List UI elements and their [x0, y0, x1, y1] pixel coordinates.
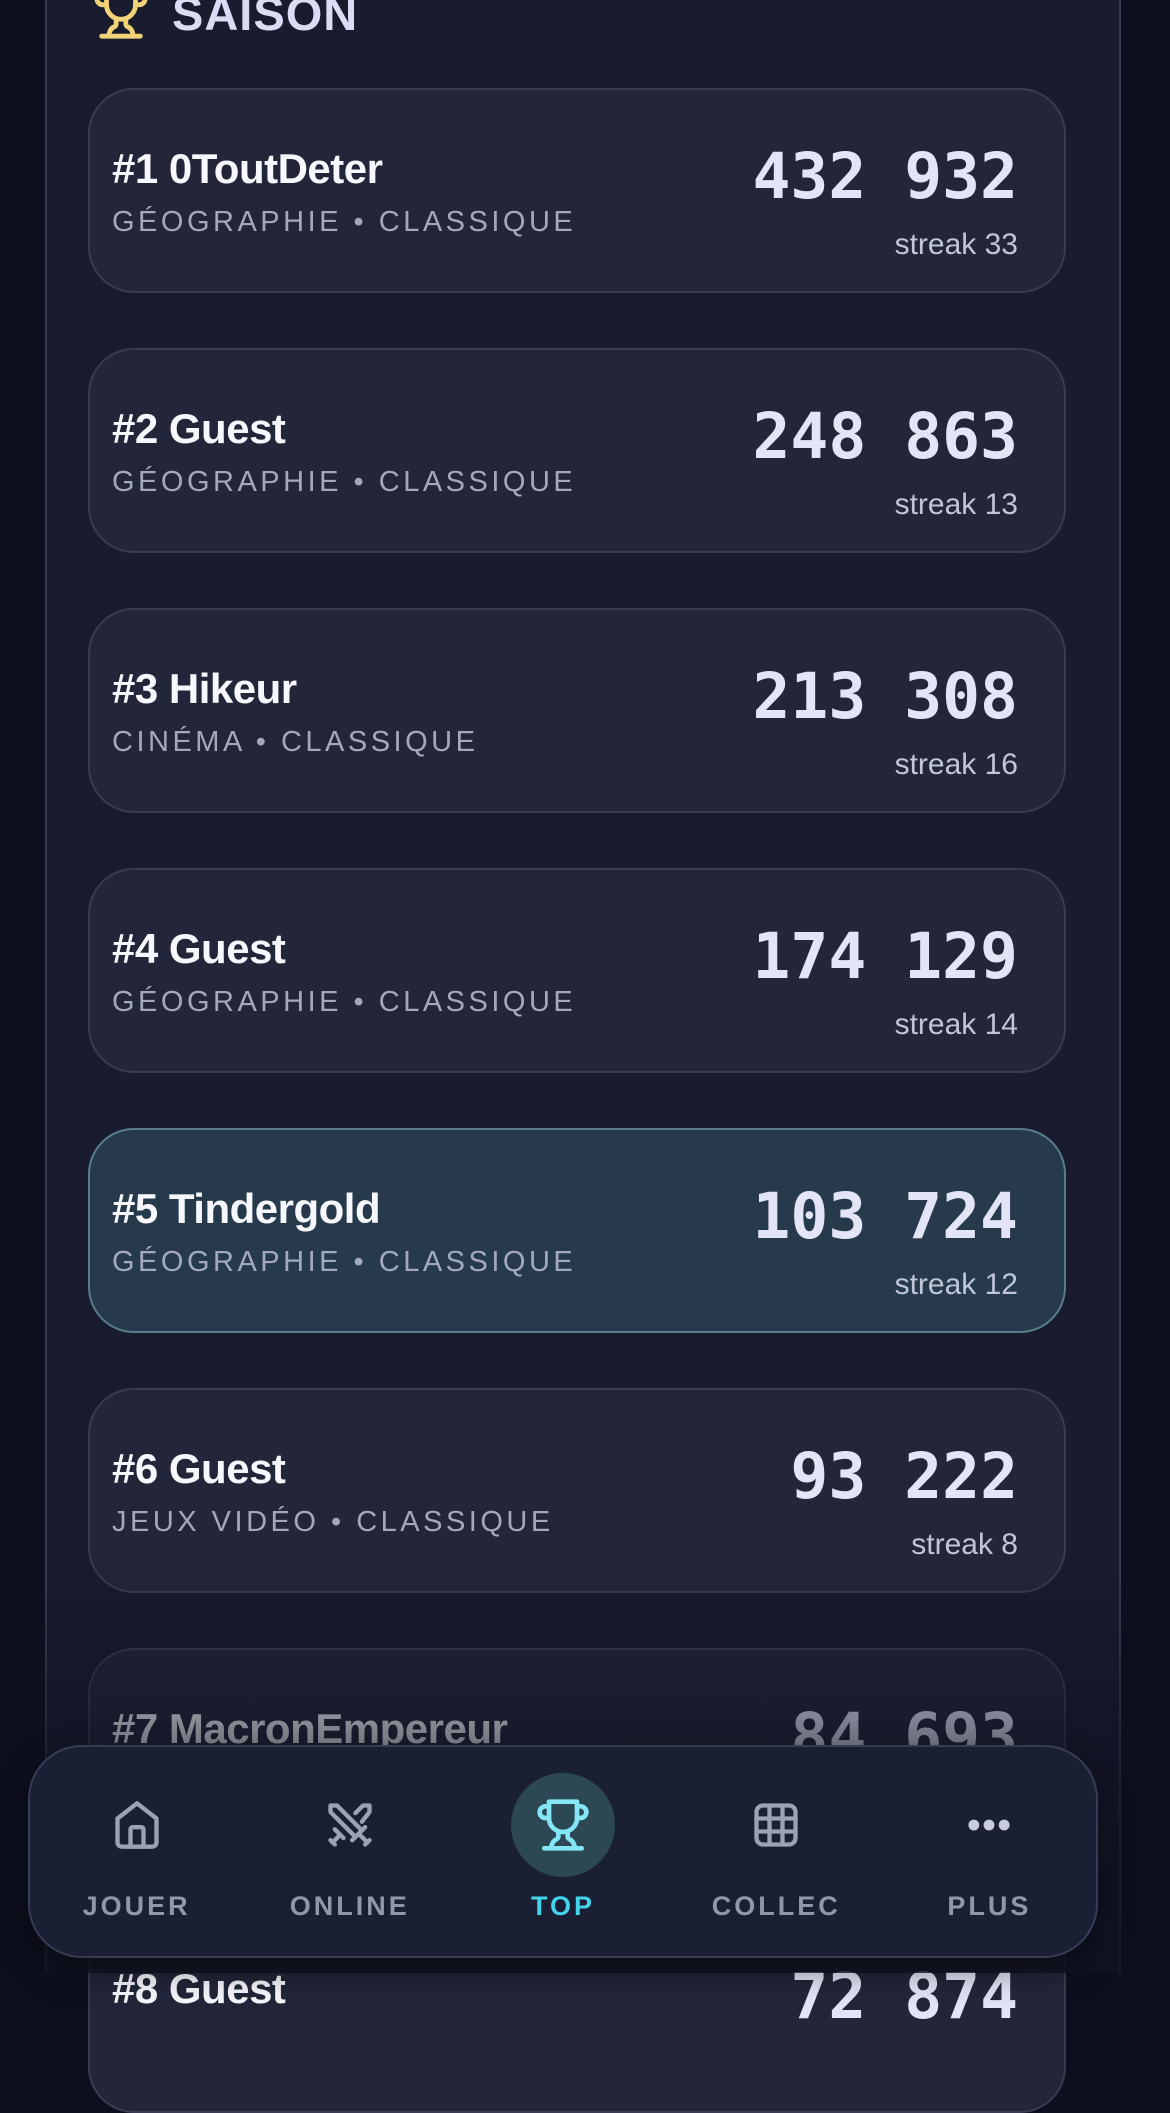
- player-score: 103 724: [752, 1180, 1018, 1253]
- nav-label: COLLEC: [711, 1891, 841, 1921]
- player-rank-name: #1 0ToutDeter: [112, 145, 383, 192]
- row-score-info: 103 724 streak 12: [752, 1184, 1018, 1331]
- leaderboard-row[interactable]: #2 Guest GÉOGRAPHIE • CLASSIQUE 248 863 …: [88, 348, 1066, 553]
- trophy-gold-icon: [94, 0, 148, 39]
- row-player-info: #2 Guest GÉOGRAPHIE • CLASSIQUE: [112, 404, 576, 551]
- leaderboard-row[interactable]: #1 0ToutDeter GÉOGRAPHIE • CLASSIQUE 432…: [88, 88, 1066, 293]
- row-player-info: #3 Hikeur CINÉMA • CLASSIQUE: [112, 664, 478, 811]
- player-rank-name: #6 Guest: [112, 1445, 286, 1492]
- row-score-info: 213 308 streak 16: [752, 664, 1018, 811]
- nav-label: JOUER: [82, 1891, 191, 1921]
- grid-icon: [724, 1773, 828, 1877]
- row-player-info: #4 Guest GÉOGRAPHIE • CLASSIQUE: [112, 924, 576, 1071]
- row-player-info: #8 Guest: [112, 1964, 286, 2111]
- player-score: 174 129: [752, 920, 1018, 993]
- row-score-info: 174 129 streak 14: [752, 924, 1018, 1071]
- player-score: 213 308: [752, 660, 1018, 733]
- row-player-info: #5 Tindergold GÉOGRAPHIE • CLASSIQUE: [112, 1184, 576, 1331]
- leaderboard-row[interactable]: #4 Guest GÉOGRAPHIE • CLASSIQUE 174 129 …: [88, 868, 1066, 1073]
- player-streak: streak 13: [894, 488, 1018, 521]
- row-score-info: 432 932 streak 33: [752, 144, 1018, 291]
- player-streak: streak 33: [894, 228, 1018, 261]
- nav-item-jouer[interactable]: JOUER: [30, 1747, 243, 1956]
- nav-item-top[interactable]: TOP: [456, 1747, 669, 1956]
- player-category: CINÉMA • CLASSIQUE: [112, 726, 479, 758]
- row-player-info: #6 Guest JEUX VIDÉO • CLASSIQUE: [112, 1444, 554, 1591]
- row-player-info: #1 0ToutDeter GÉOGRAPHIE • CLASSIQUE: [112, 144, 576, 291]
- bottom-nav-bar: JOUER ONLINE: [28, 1745, 1098, 1958]
- player-rank-name: #3 Hikeur: [112, 665, 297, 712]
- swords-icon: [298, 1773, 402, 1877]
- player-category: JEUX VIDÉO • CLASSIQUE: [112, 1506, 554, 1538]
- player-category: GÉOGRAPHIE • CLASSIQUE: [112, 1246, 577, 1278]
- page-title: SAISON: [172, 0, 359, 40]
- nav-item-collec[interactable]: COLLEC: [670, 1747, 883, 1956]
- home-icon: [85, 1773, 189, 1877]
- row-score-info: 248 863 streak 13: [752, 404, 1018, 551]
- player-streak: streak 14: [894, 1008, 1018, 1041]
- player-score: 93 222: [790, 1440, 1018, 1513]
- nav-item-plus[interactable]: PLUS: [883, 1747, 1096, 1956]
- player-rank-name: #8 Guest: [112, 1965, 286, 2012]
- trophy-icon: [511, 1773, 615, 1877]
- leaderboard-row[interactable]: #3 Hikeur CINÉMA • CLASSIQUE 213 308 str…: [88, 608, 1066, 813]
- nav-label: TOP: [531, 1891, 596, 1921]
- player-rank-name: #2 Guest: [112, 405, 286, 452]
- nav-label: PLUS: [947, 1891, 1032, 1921]
- player-score: 248 863: [752, 400, 1018, 473]
- nav-label: ONLINE: [289, 1891, 410, 1921]
- player-category: GÉOGRAPHIE • CLASSIQUE: [112, 466, 577, 498]
- dots-icon: [937, 1773, 1041, 1877]
- leaderboard-row[interactable]: #6 Guest JEUX VIDÉO • CLASSIQUE 93 222 s…: [88, 1388, 1066, 1593]
- nav-item-online[interactable]: ONLINE: [243, 1747, 456, 1956]
- row-score-info: 72 874: [790, 1964, 1018, 2111]
- page-header: SAISON: [92, 0, 358, 41]
- player-rank-name: #5 Tindergold: [112, 1185, 381, 1232]
- row-score-info: 93 222 streak 8: [790, 1444, 1018, 1591]
- player-score: 432 932: [752, 140, 1018, 213]
- player-rank-name: #4 Guest: [112, 925, 286, 972]
- player-category: GÉOGRAPHIE • CLASSIQUE: [112, 206, 577, 238]
- player-category: GÉOGRAPHIE • CLASSIQUE: [112, 986, 577, 1018]
- player-streak: streak 12: [894, 1268, 1018, 1301]
- player-streak: streak 8: [911, 1528, 1018, 1561]
- player-streak: streak 16: [894, 748, 1018, 781]
- leaderboard-row[interactable]: #5 Tindergold GÉOGRAPHIE • CLASSIQUE 103…: [88, 1128, 1066, 1333]
- player-score: 72 874: [790, 1960, 1018, 2033]
